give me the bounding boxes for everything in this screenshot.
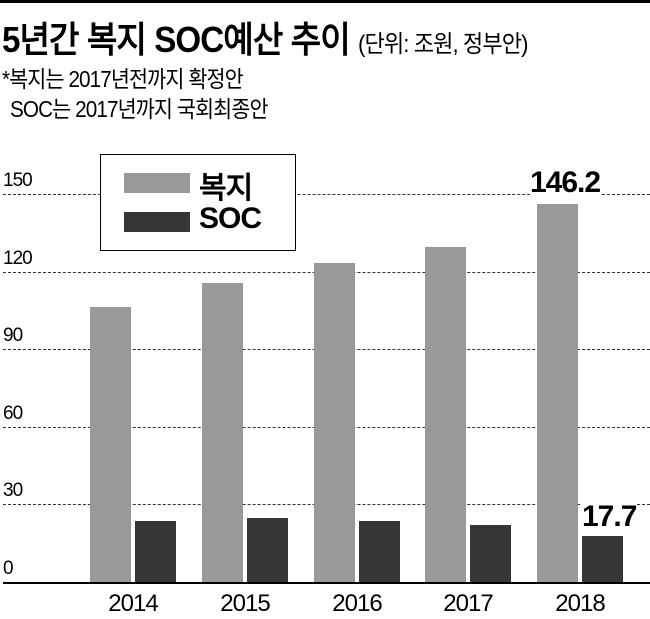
bar-soc-2017: [470, 524, 511, 582]
top-rule: [0, 0, 650, 3]
title-text: 5년간 복지 SOC예산 추이: [2, 19, 351, 60]
y-tick-label: 60: [3, 403, 23, 424]
bar-welfare-2015: [202, 282, 243, 582]
value-label-welfare-2018: 146.2: [530, 166, 601, 199]
legend-label-soc: SOC: [199, 202, 262, 235]
note-welfare: *복지는 2017년전까지 확정안: [2, 66, 244, 92]
bar-soc-2014: [135, 520, 176, 582]
bar-welfare-2014: [90, 306, 131, 582]
legend: 복지 SOC: [100, 154, 296, 251]
y-tick-label: 120: [3, 248, 33, 269]
legend-label-welfare: 복지: [199, 172, 253, 205]
bar-soc-2015: [247, 517, 288, 582]
x-tick-label: 2015: [220, 590, 270, 617]
bar-soc-2018: [582, 536, 623, 582]
x-tick-label: 2014: [108, 590, 158, 617]
x-tick-label: 2018: [555, 590, 605, 617]
legend-swatch-welfare: [124, 173, 190, 193]
bar-welfare-2016: [314, 262, 355, 582]
unit-note: (단위: 조원, 정부안): [358, 31, 528, 58]
chart-title: 5년간 복지 SOC예산 추이 (단위: 조원, 정부안): [2, 18, 528, 67]
x-tick-label: 2016: [332, 590, 382, 617]
bar-welfare-2018: [537, 203, 578, 582]
x-tick-label: 2017: [443, 590, 493, 617]
value-label-soc-2018: 17.7: [582, 500, 637, 533]
legend-swatch-soc: [124, 212, 190, 232]
note-soc: SOC는 2017년까지 국회최종안: [10, 96, 269, 122]
bar-welfare-2017: [425, 246, 466, 582]
y-tick-label: 0: [3, 558, 14, 579]
y-tick-label: 150: [3, 170, 33, 191]
y-tick-label: 90: [3, 325, 23, 346]
x-axis-line: [3, 582, 650, 584]
gridline-150: [3, 194, 650, 195]
y-tick-label: 30: [3, 480, 23, 501]
bar-soc-2016: [359, 520, 400, 582]
